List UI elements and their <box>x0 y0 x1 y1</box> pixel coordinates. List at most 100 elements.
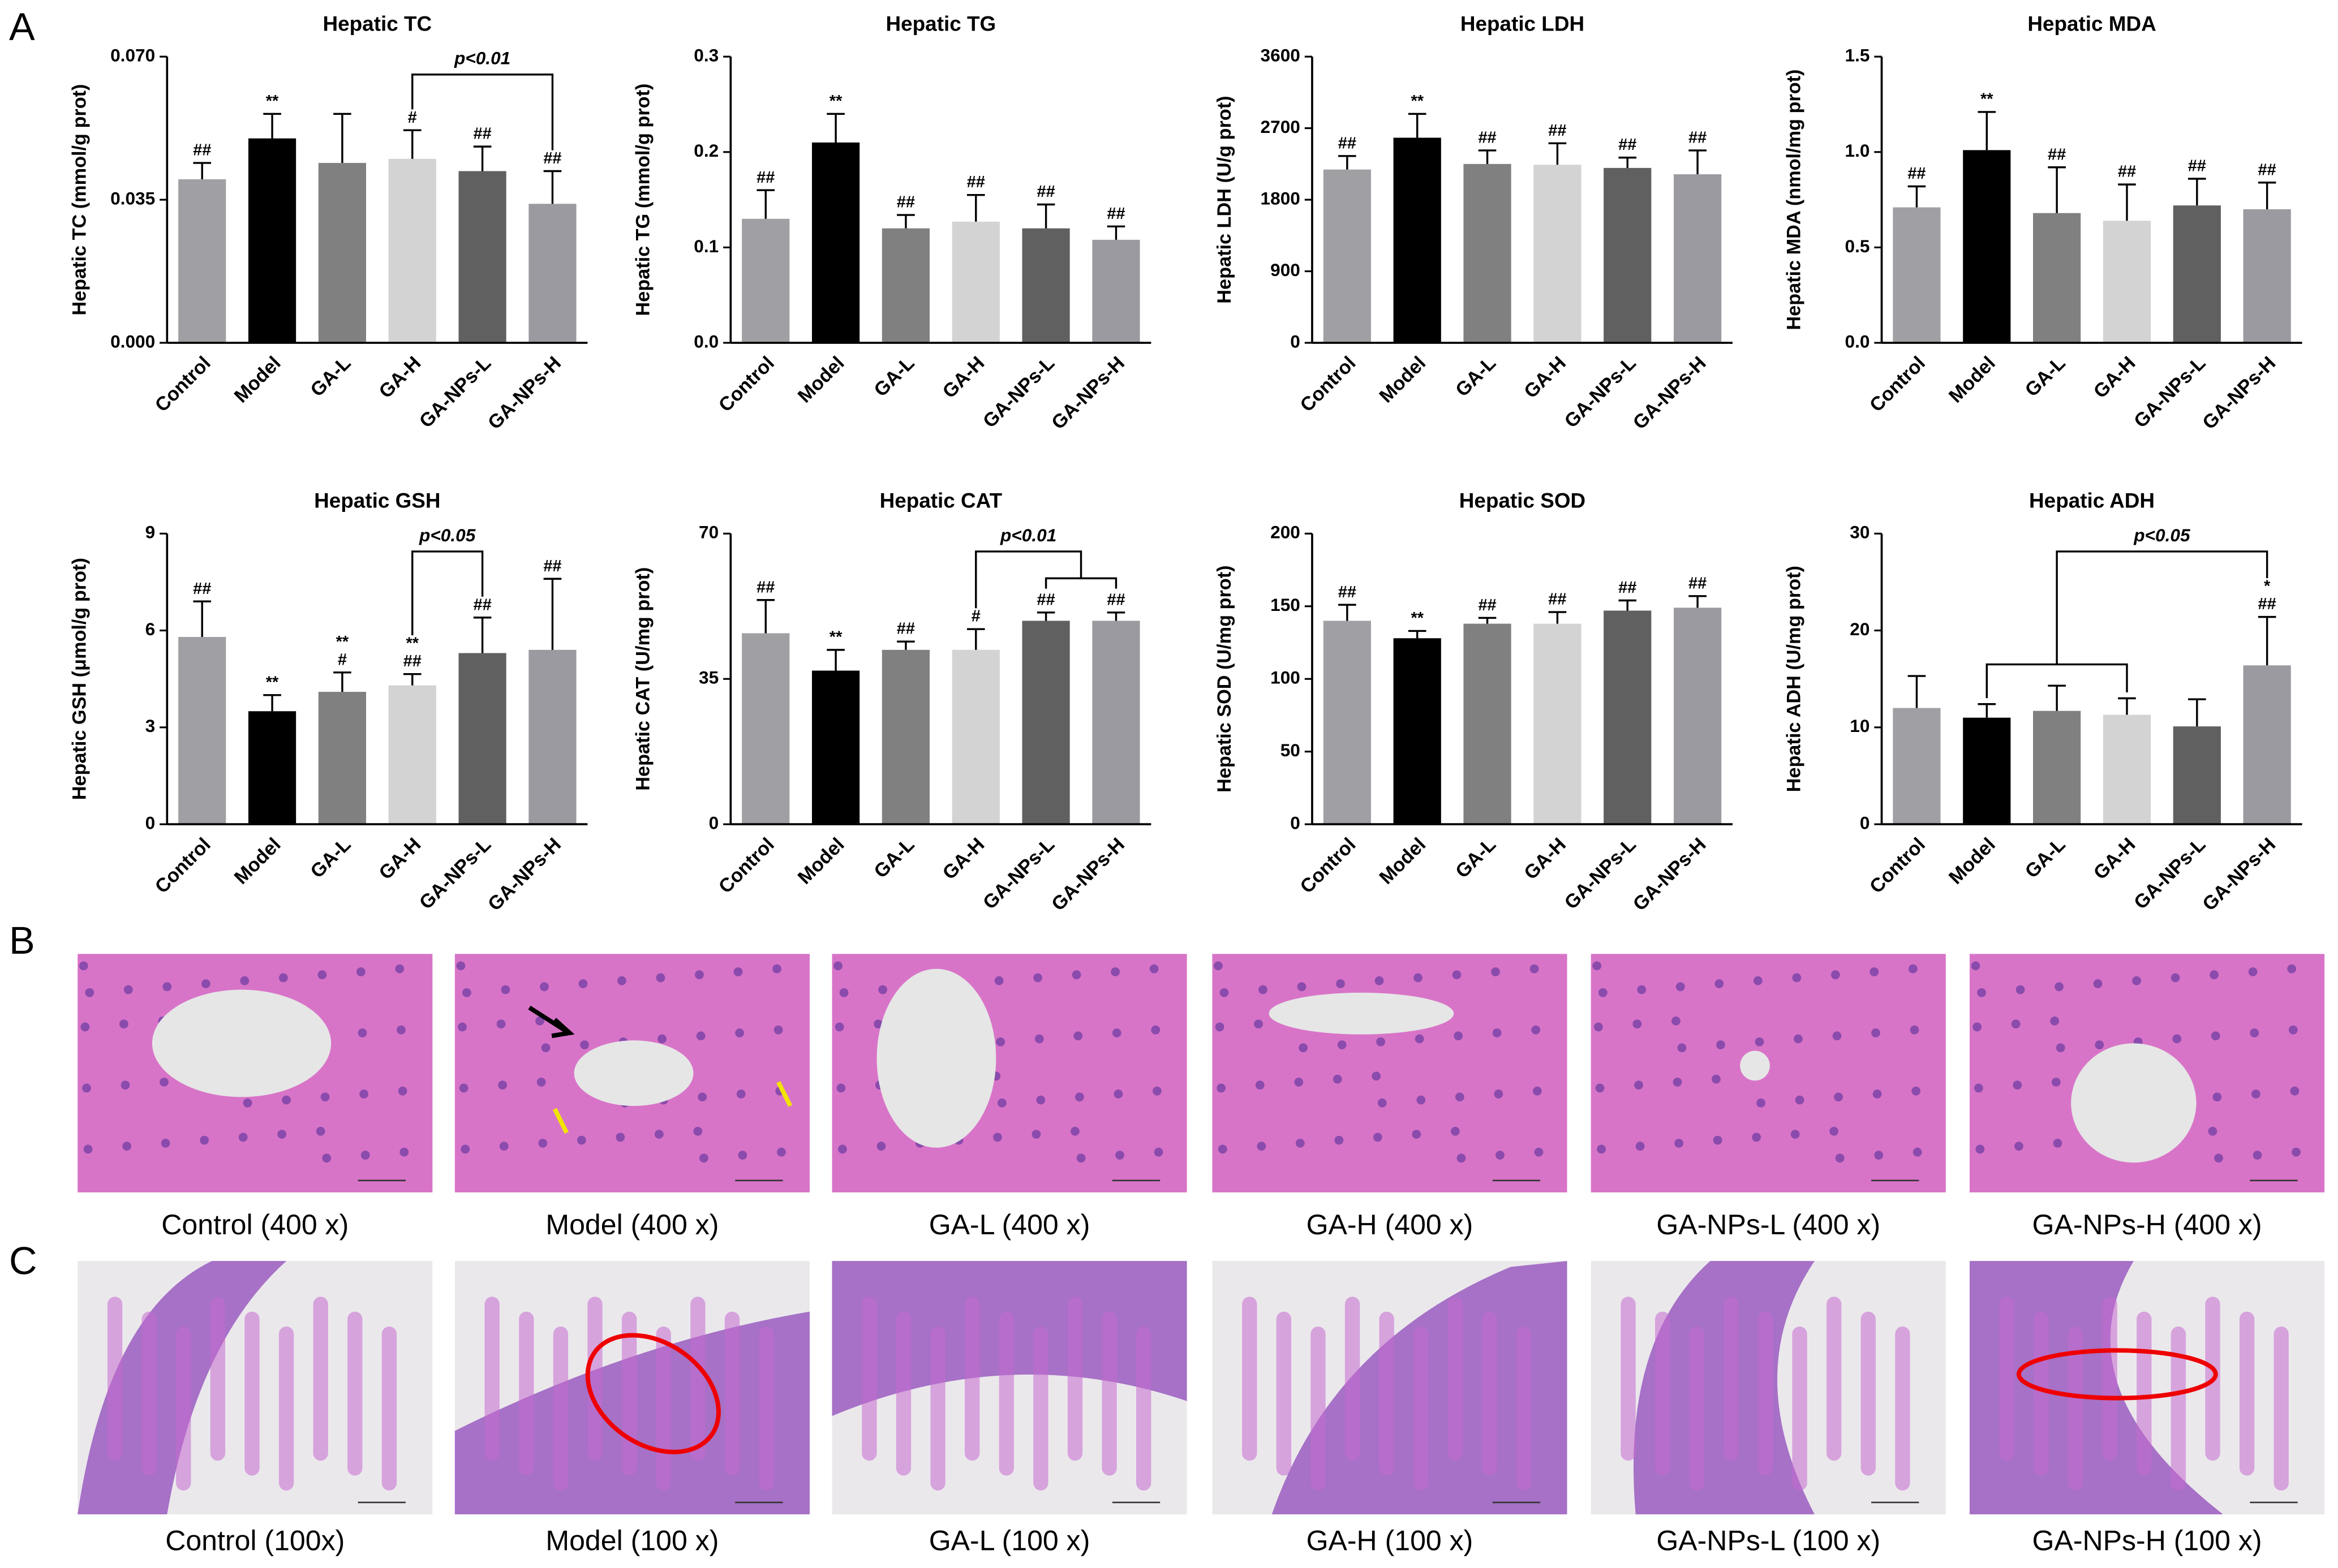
nucleus <box>878 985 887 994</box>
nucleus <box>399 1147 409 1157</box>
villus <box>1276 1311 1292 1476</box>
villus <box>1447 1296 1463 1461</box>
micrograph-400x <box>1591 954 1946 1192</box>
villus <box>210 1296 226 1461</box>
nucleus <box>1149 964 1159 973</box>
nucleus <box>2172 1034 2182 1044</box>
nucleus <box>695 970 704 980</box>
caption: GA-H (400 x) <box>1306 1209 1473 1240</box>
villus <box>587 1296 603 1461</box>
significance-mark: ** <box>830 92 843 110</box>
nucleus <box>240 976 250 985</box>
nucleus <box>316 1127 325 1136</box>
lumen <box>1269 992 1454 1035</box>
bar <box>882 649 930 825</box>
comparison-label: p<0.01 <box>1000 525 1056 545</box>
nucleus <box>1494 1089 1503 1099</box>
nucleus <box>461 1144 470 1154</box>
chart-title: Hepatic SOD <box>1459 489 1585 512</box>
nucleus <box>1712 1074 1721 1084</box>
villus <box>176 1326 191 1491</box>
nucleus <box>1977 988 1986 997</box>
villus <box>1689 1326 1704 1491</box>
significance-mark: ## <box>2048 145 2066 163</box>
nucleus <box>1376 1037 1386 1046</box>
significance-mark: ## <box>2188 157 2206 175</box>
nucleus <box>1076 1153 1086 1163</box>
nucleus <box>395 964 405 973</box>
villus <box>1310 1326 1326 1491</box>
bracket <box>411 74 554 150</box>
villus <box>2137 1311 2152 1476</box>
villus <box>1379 1311 1394 1476</box>
villus <box>965 1296 980 1461</box>
bar <box>248 138 296 343</box>
nucleus <box>1974 1083 1983 1093</box>
villus <box>107 1296 123 1461</box>
nucleus <box>838 1144 847 1154</box>
nucleus <box>1451 1127 1460 1136</box>
villus <box>2068 1326 2083 1491</box>
nucleus <box>1794 1034 1803 1044</box>
bar <box>1463 163 1511 343</box>
bar <box>1393 638 1441 825</box>
chart-title: Hepatic CAT <box>880 489 1003 512</box>
nucleus <box>1456 1153 1466 1163</box>
nucleus <box>1455 1092 1464 1102</box>
bar <box>2103 714 2151 825</box>
significance-mark: ## <box>2258 161 2276 179</box>
villus <box>1242 1296 1257 1461</box>
significance-mark: ## <box>1037 591 1055 609</box>
significance-mark: ** <box>1411 609 1424 627</box>
nucleus <box>773 1025 783 1035</box>
nucleus <box>1674 1139 1684 1148</box>
bar <box>458 653 506 825</box>
nucleus <box>699 1153 708 1163</box>
villus <box>2102 1296 2117 1461</box>
nucleus <box>1214 961 1223 971</box>
significance-mark: ## <box>1618 136 1636 154</box>
y-axis-label: Hepatic SOD (U/mg prot) <box>1214 565 1235 792</box>
y-tick-label: 10 <box>1850 716 1869 736</box>
nucleus <box>1829 1127 1839 1136</box>
villus <box>1413 1326 1429 1491</box>
nucleus <box>580 1040 589 1050</box>
highlight <box>2016 1348 2218 1401</box>
nucleus <box>2053 1139 2062 1148</box>
caption: GA-NPs-L (400 x) <box>1656 1209 1880 1240</box>
nucleus <box>1033 973 1043 983</box>
chart-title: Hepatic MDA <box>2027 12 2156 36</box>
lumen <box>152 989 332 1097</box>
bar <box>1604 167 1652 343</box>
caption: GA-NPs-L (100 x) <box>1656 1524 1880 1556</box>
significance-mark: ## <box>1478 596 1496 614</box>
nucleus <box>238 1132 248 1142</box>
nucleus <box>2208 1127 2217 1136</box>
nucleus <box>535 1016 544 1026</box>
nucleus <box>656 973 665 983</box>
bar <box>178 179 226 343</box>
nucleus <box>1795 1095 1804 1105</box>
nucleus <box>1258 985 1267 994</box>
y-tick-label: 6 <box>145 619 156 639</box>
y-tick-label: 2700 <box>1261 117 1300 137</box>
bar <box>1673 174 1722 343</box>
caption: GA-NPs-H (400 x) <box>2032 1209 2262 1240</box>
significance-mark: ** <box>1980 91 1993 109</box>
nucleus <box>1713 1135 1722 1145</box>
significance-mark: ## <box>1688 129 1707 147</box>
nucleus <box>79 961 88 971</box>
significance-mark: ## <box>1037 183 1055 201</box>
nucleus <box>2251 1089 2260 1099</box>
micrograph-400x <box>1212 954 1567 1192</box>
y-tick-label: 0.0 <box>694 331 719 351</box>
villus <box>244 1311 260 1476</box>
nucleus <box>1495 1151 1505 1160</box>
nucleus <box>1075 1092 1084 1102</box>
nucleus <box>2212 1092 2222 1102</box>
bar <box>1022 228 1070 343</box>
nucleus <box>733 967 743 976</box>
villus <box>1033 1326 1048 1491</box>
